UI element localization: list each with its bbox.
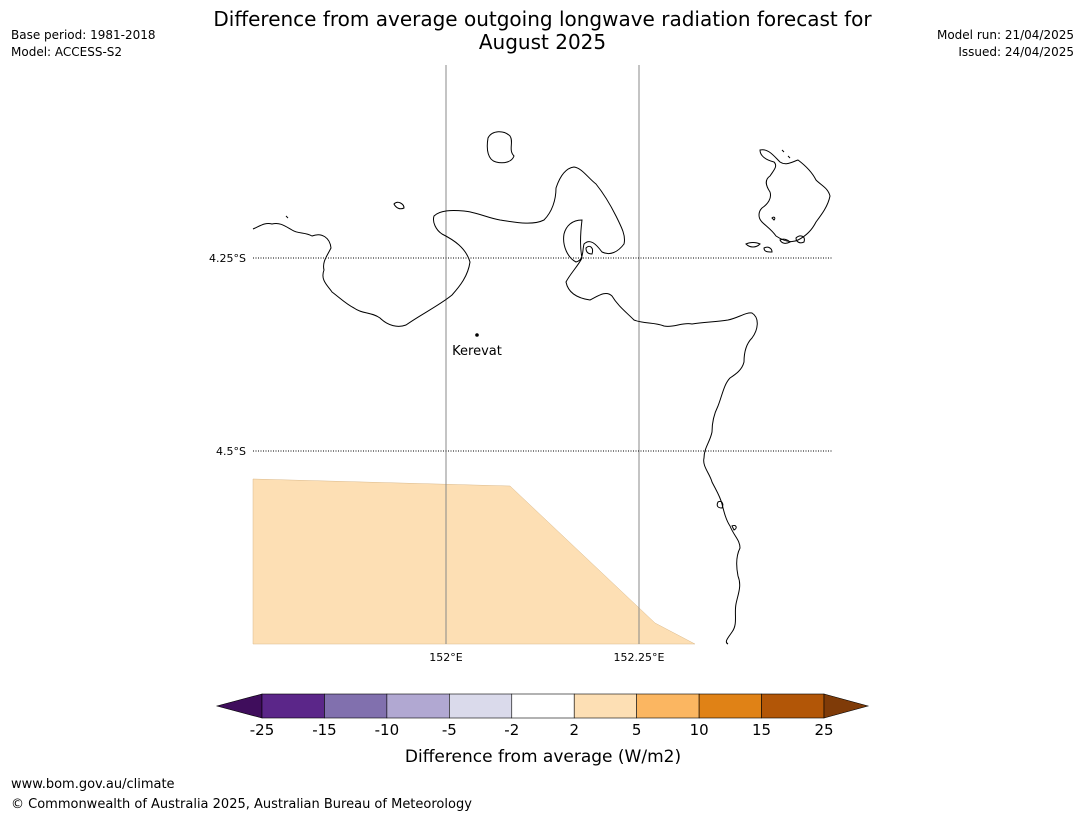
title-line-1: Difference from average outgoing longwav… bbox=[213, 7, 872, 31]
colorbar-segment bbox=[698, 693, 762, 719]
colorbar-segment bbox=[324, 693, 388, 719]
model-name: Model: ACCESS-S2 bbox=[11, 45, 123, 59]
colorbar-label: Difference from average (W/m2) bbox=[405, 747, 681, 767]
footer-url[interactable]: www.bom.gov.au/climate bbox=[11, 777, 175, 792]
colorbar-tick-label: 2 bbox=[569, 721, 579, 739]
colorbar-ticks: -25 -15 -10 -5 -2 2 5 10 15 25 bbox=[250, 721, 834, 739]
anomaly-region bbox=[252, 478, 696, 645]
lat-label-4-25: 4.25°S bbox=[209, 252, 246, 265]
colorbar-tick-label: -10 bbox=[375, 721, 400, 739]
colorbar-tick-label: -15 bbox=[312, 721, 337, 739]
lat-label-4-5: 4.5°S bbox=[216, 445, 246, 458]
colorbar-tick-label: -5 bbox=[442, 721, 457, 739]
colorbar-tick-label: 5 bbox=[632, 721, 642, 739]
colorbar-tick-label: -2 bbox=[504, 721, 519, 739]
chart-title: Difference from average outgoing longwav… bbox=[170, 8, 915, 54]
lon-label-152: 152°E bbox=[429, 651, 462, 664]
coastline bbox=[252, 131, 831, 645]
colorbar-segment bbox=[573, 693, 637, 719]
colorbar-tick-label: 25 bbox=[814, 721, 833, 739]
base-period: Base period: 1981-2018 bbox=[11, 28, 156, 42]
colorbar-segment bbox=[449, 693, 513, 719]
footer: www.bom.gov.au/climate © Commonwealth of… bbox=[11, 775, 472, 815]
colorbar-extend-low bbox=[215, 693, 263, 719]
title-line-2: August 2025 bbox=[478, 30, 607, 54]
colorbar-extend-high bbox=[823, 693, 870, 719]
lon-label-152-25: 152.25°E bbox=[614, 651, 665, 664]
colorbar-segment bbox=[636, 693, 700, 719]
place-label: Kerevat bbox=[452, 344, 502, 359]
colorbar-tick-label: -25 bbox=[250, 721, 275, 739]
meta-left: Base period: 1981-2018 Model: ACCESS-S2 bbox=[11, 27, 156, 61]
colorbar bbox=[215, 693, 870, 719]
colorbar-segment bbox=[261, 693, 325, 719]
issued-date: Issued: 24/04/2025 bbox=[958, 45, 1074, 59]
colorbar-tick-label: 10 bbox=[690, 721, 709, 739]
colorbar-tick-label: 15 bbox=[752, 721, 771, 739]
meta-right: Model run: 21/04/2025 Issued: 24/04/2025 bbox=[937, 27, 1074, 61]
place-marker bbox=[475, 333, 479, 337]
colorbar-segment bbox=[761, 693, 825, 719]
colorbar-segment bbox=[386, 693, 450, 719]
footer-copyright: © Commonwealth of Australia 2025, Austra… bbox=[11, 797, 472, 812]
model-run: Model run: 21/04/2025 bbox=[936, 28, 1074, 42]
colorbar-segment bbox=[511, 693, 575, 719]
